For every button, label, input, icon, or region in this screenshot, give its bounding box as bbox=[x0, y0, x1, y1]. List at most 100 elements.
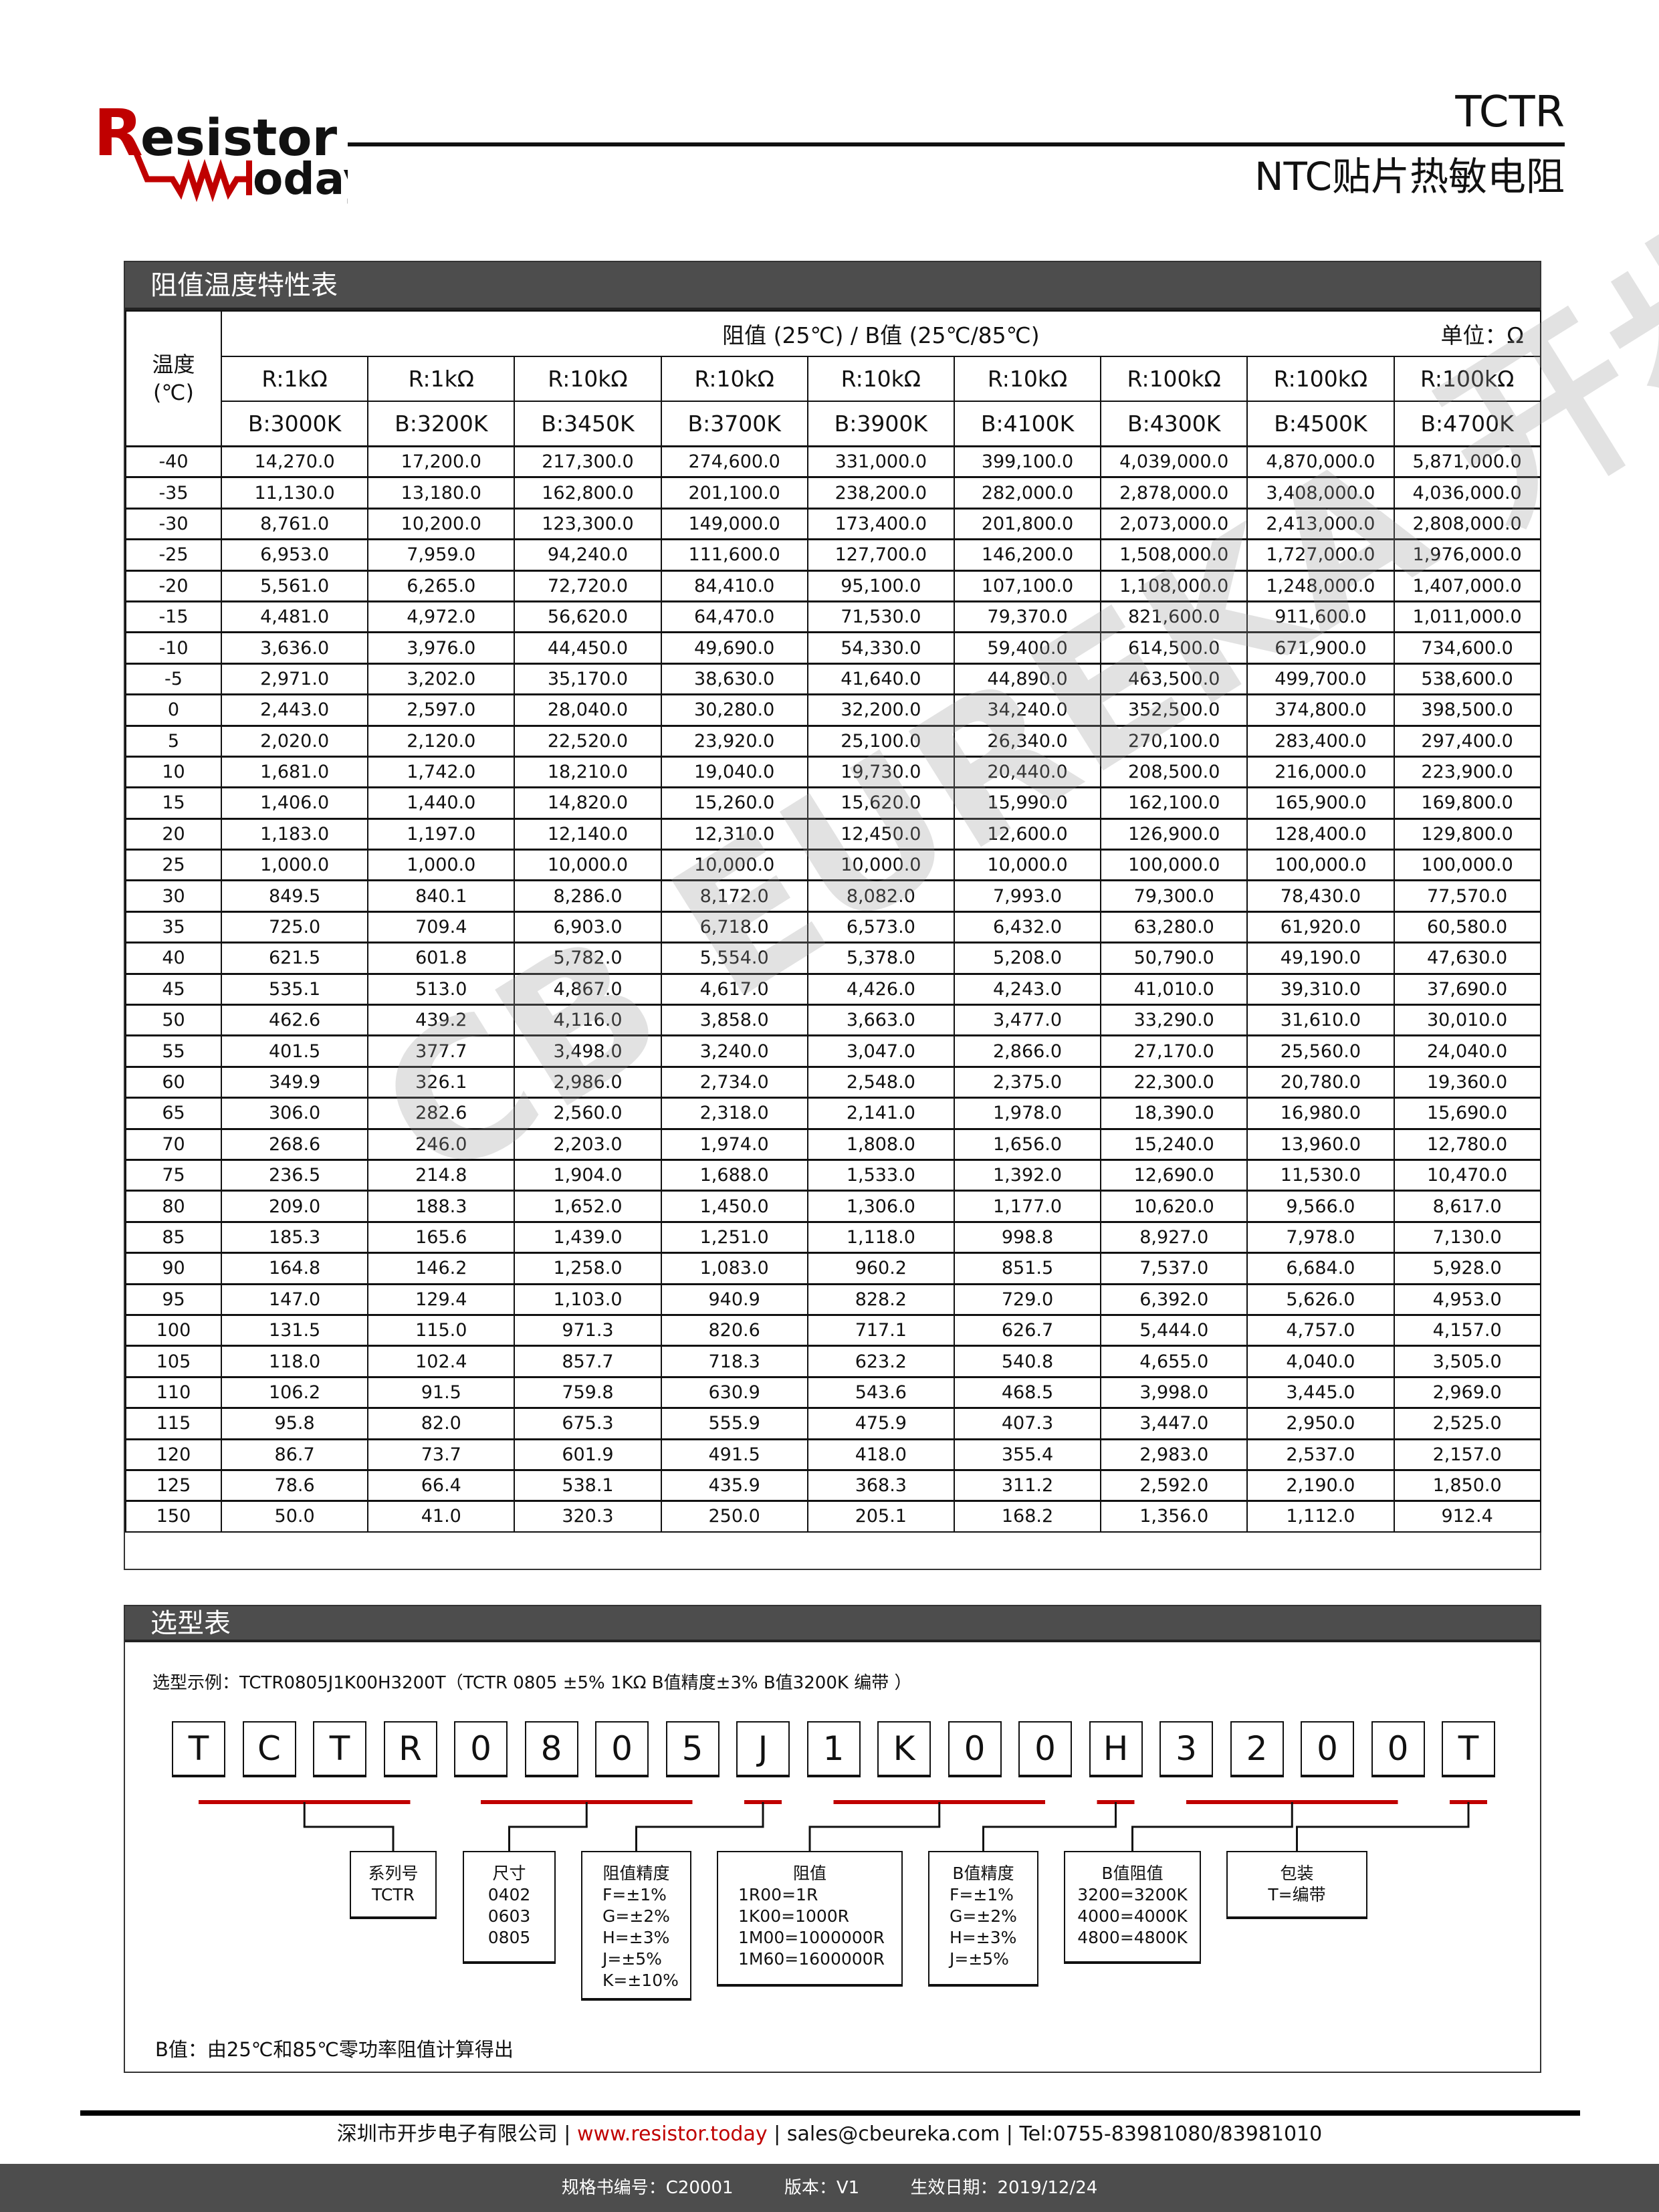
resistance-cell: 1,508,000.0 bbox=[1100, 538, 1248, 572]
resistance-cell: 6,573.0 bbox=[806, 910, 955, 944]
resistance-cell: 2,318.0 bbox=[660, 1097, 808, 1130]
resistance-cell: 107,100.0 bbox=[953, 569, 1102, 602]
resistance-cell: 129.4 bbox=[367, 1283, 516, 1316]
resistance-cell: 6,953.0 bbox=[220, 538, 369, 572]
resistance-cell: 1,533.0 bbox=[806, 1158, 955, 1192]
group-header: 阻值 (25℃) / B值 (25℃/85℃) 单位：Ω bbox=[221, 310, 1541, 357]
resistance-cell: 127,700.0 bbox=[806, 538, 955, 572]
resistance-cell: 614,500.0 bbox=[1100, 631, 1248, 665]
resistance-cell: 940.9 bbox=[660, 1283, 808, 1316]
separator: | bbox=[564, 2122, 571, 2146]
resistance-cell: 185.3 bbox=[220, 1220, 369, 1254]
resistance-cell: 49,190.0 bbox=[1246, 942, 1395, 975]
resistance-cell: 246.0 bbox=[367, 1127, 516, 1161]
field-box: 尺寸 0402 0603 0805 bbox=[463, 1851, 556, 1964]
resistance-cell: 729.0 bbox=[953, 1283, 1102, 1316]
resistance-cell: 12,690.0 bbox=[1100, 1158, 1248, 1192]
resistance-cell: 543.6 bbox=[806, 1375, 955, 1409]
resistance-cell: 7,130.0 bbox=[1393, 1220, 1541, 1254]
resistance-cell: 8,286.0 bbox=[514, 879, 662, 913]
code-char-box: T bbox=[172, 1721, 225, 1777]
resistance-cell: 1,652.0 bbox=[514, 1190, 662, 1223]
resistance-cell: 16,980.0 bbox=[1246, 1097, 1395, 1130]
resistance-cell: 2,525.0 bbox=[1393, 1407, 1541, 1440]
temperature-cell: 10 bbox=[125, 755, 222, 788]
website-link[interactable]: www.resistor.today bbox=[576, 2122, 768, 2146]
resistance-cell: 463,500.0 bbox=[1100, 662, 1248, 695]
table-row: 100 131.5 115.0 971.3 820.6 717.1 626.7 5,444.0… bbox=[125, 1313, 1541, 1347]
field-option: H=±3% bbox=[602, 1928, 670, 1947]
resistance-cell: 15,240.0 bbox=[1100, 1127, 1248, 1161]
resistance-cell: 5,871,000.0 bbox=[1393, 445, 1541, 478]
resistance-cell: 102.4 bbox=[367, 1345, 516, 1378]
resistance-cell: 621.5 bbox=[220, 942, 369, 975]
resistance-cell: 20,440.0 bbox=[953, 755, 1102, 788]
resistance-cell: 33,290.0 bbox=[1100, 1004, 1248, 1036]
temperature-cell: 70 bbox=[125, 1127, 222, 1161]
resistance-cell: 2,950.0 bbox=[1246, 1407, 1395, 1440]
resistance-cell: 82.0 bbox=[367, 1407, 516, 1440]
resistance-cell: 162,100.0 bbox=[1100, 786, 1248, 820]
temperature-header-line: 温度 bbox=[152, 352, 195, 377]
resistance-header: R:100kΩ bbox=[1246, 356, 1395, 402]
b-value-header: B:3900K bbox=[806, 401, 955, 447]
resistance-cell: 86.7 bbox=[220, 1438, 369, 1471]
resistance-cell: 169,800.0 bbox=[1393, 786, 1541, 820]
code-char-box: 0 bbox=[595, 1721, 649, 1777]
spec-number: 规格书编号：C20001 bbox=[561, 2178, 734, 2198]
b-value-header: B:4300K bbox=[1100, 401, 1248, 447]
resistance-cell: 50,790.0 bbox=[1100, 942, 1248, 975]
resistance-cell: 513.0 bbox=[367, 972, 516, 1006]
table-row: 125 78.6 66.4 538.1 435.9 368.3 311.2 2,592.0 2,… bbox=[125, 1468, 1541, 1502]
resistance-cell: 73.7 bbox=[367, 1438, 516, 1471]
table-row: -10 3,636.0 3,976.0 44,450.0 49,690.0 54,330.… bbox=[125, 631, 1541, 665]
table-row: 70 268.6 246.0 2,203.0 1,974.0 1,808.0 1,656.0… bbox=[125, 1127, 1541, 1161]
resistance-cell: 22,520.0 bbox=[514, 724, 662, 758]
code-char-box: 8 bbox=[524, 1721, 578, 1777]
field-title: 阻值 bbox=[792, 1864, 826, 1883]
resistance-header: R:10kΩ bbox=[514, 356, 662, 402]
resistance-cell: 282.6 bbox=[367, 1097, 516, 1130]
resistance-cell: 671,900.0 bbox=[1246, 631, 1395, 665]
resistance-cell: 7,978.0 bbox=[1246, 1220, 1395, 1254]
resistance-cell: 2,969.0 bbox=[1393, 1375, 1541, 1409]
resistance-cell: 2,548.0 bbox=[806, 1065, 955, 1099]
resistance-cell: 6,265.0 bbox=[367, 569, 516, 602]
code-char-box: 0 bbox=[1301, 1721, 1354, 1777]
resistance-cell: 4,757.0 bbox=[1246, 1313, 1395, 1347]
resistance-cell: 374,800.0 bbox=[1246, 693, 1395, 727]
resistance-cell: 54,330.0 bbox=[806, 631, 955, 665]
resistance-cell: 1,978.0 bbox=[953, 1097, 1102, 1130]
svg-text:R: R bbox=[94, 96, 143, 171]
resistance-cell: 1,083.0 bbox=[660, 1252, 808, 1285]
doc-subtitle: NTC贴片热敏电阻 bbox=[1254, 154, 1565, 199]
resistance-cell: 4,870,000.0 bbox=[1246, 445, 1395, 478]
code-char-box: T bbox=[313, 1721, 366, 1777]
resistance-cell: 7,993.0 bbox=[953, 879, 1102, 913]
resistance-cell: 12,450.0 bbox=[806, 817, 955, 851]
resistance-cell: 1,742.0 bbox=[367, 755, 516, 788]
resistance-cell: 352,500.0 bbox=[1100, 693, 1248, 727]
table-row: 105 118.0 102.4 857.7 718.3 623.2 540.8 4,655.0… bbox=[125, 1345, 1541, 1378]
field-box: 阻值 1R00=1R 1K00=1000R 1M00=1000000R 1M60=160… bbox=[717, 1851, 903, 1987]
table-row: 75 236.5 214.8 1,904.0 1,688.0 1,533.0 1,392.0… bbox=[125, 1158, 1541, 1192]
resistance-cell: 100,000.0 bbox=[1393, 849, 1541, 881]
resistance-cell: 17,200.0 bbox=[367, 445, 516, 478]
resistance-cell: 3,998.0 bbox=[1100, 1375, 1248, 1409]
table-row: 50 462.6 439.2 4,116.0 3,858.0 3,663.0 3,477.0… bbox=[125, 1004, 1541, 1036]
resistance-cell: 214.8 bbox=[367, 1158, 516, 1192]
separator: | bbox=[774, 2122, 781, 2146]
email-link[interactable]: sales@cbeureka.com bbox=[786, 2122, 1000, 2146]
resistance-cell: 4,040.0 bbox=[1246, 1345, 1395, 1378]
resistance-cell: 50.0 bbox=[220, 1500, 369, 1533]
resistance-cell: 32,200.0 bbox=[806, 693, 955, 727]
resistance-cell: 3,498.0 bbox=[514, 1034, 662, 1068]
resistance-cell: 78,430.0 bbox=[1246, 879, 1395, 913]
field-option: J=±5% bbox=[602, 1949, 662, 1969]
resistance-cell: 8,617.0 bbox=[1393, 1190, 1541, 1223]
field-option: F=±1% bbox=[950, 1885, 1014, 1904]
header-row: 温度 (℃) 阻值 (25℃) / B值 (25℃/85℃) 单位：Ω bbox=[125, 310, 1541, 447]
table-row: 10 1,681.0 1,742.0 18,210.0 19,040.0 19,730.0… bbox=[125, 755, 1541, 788]
resistance-cell: 22,300.0 bbox=[1100, 1065, 1248, 1099]
resistance-cell: 4,039,000.0 bbox=[1100, 445, 1248, 478]
